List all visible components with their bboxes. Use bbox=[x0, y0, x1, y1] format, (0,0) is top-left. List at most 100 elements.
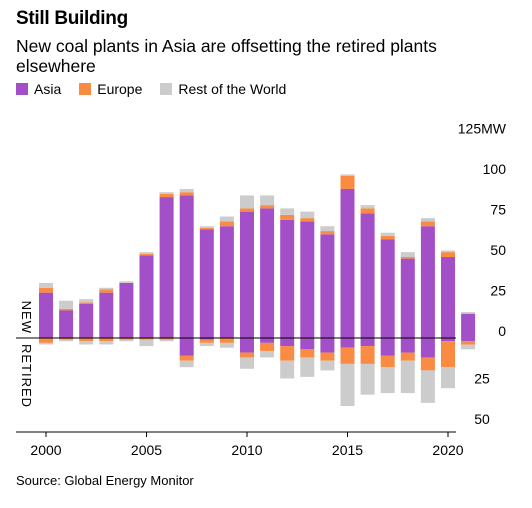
bar-retired-rest-2019 bbox=[420, 370, 435, 403]
bar-new-rest-2006 bbox=[159, 192, 174, 194]
bar-retired-rest-2014 bbox=[320, 360, 335, 371]
bar-new-rest-2017 bbox=[380, 232, 395, 236]
bar-retired-rest-2002 bbox=[79, 341, 94, 345]
bar-new-asia-2000 bbox=[39, 292, 53, 338]
bar-new-europe-2014 bbox=[320, 231, 335, 235]
bar-retired-rest-2007 bbox=[179, 360, 194, 368]
bar-retired-asia-2012 bbox=[280, 338, 295, 347]
bar-retired-europe-2003 bbox=[99, 338, 114, 342]
bar-retired-rest-2008 bbox=[199, 342, 214, 347]
bar-new-rest-2010 bbox=[240, 195, 254, 209]
y-tick-label: 75 bbox=[490, 202, 506, 218]
bar-new-europe-2010 bbox=[240, 208, 254, 212]
bar-new-asia-2016 bbox=[360, 213, 375, 338]
bar-retired-asia-2020 bbox=[441, 338, 455, 342]
bar-new-rest-2020 bbox=[441, 250, 455, 253]
bar-retired-europe-2020 bbox=[441, 341, 455, 368]
bar-retired-europe-2018 bbox=[400, 352, 415, 361]
bar-retired-asia-2018 bbox=[400, 338, 415, 353]
y-tick-label: 25 bbox=[474, 371, 490, 387]
bar-retired-asia-2015 bbox=[340, 338, 355, 348]
bar-retired-asia-2013 bbox=[300, 338, 315, 350]
bar-new-asia-2001 bbox=[59, 310, 74, 338]
legend-swatch-rest bbox=[160, 83, 173, 95]
bar-new-asia-2010 bbox=[240, 211, 254, 338]
bar-new-europe-2019 bbox=[420, 221, 435, 227]
side-label-new: NEW bbox=[19, 301, 34, 334]
bar-retired-europe-2007 bbox=[179, 355, 194, 361]
bar-retired-rest-2020 bbox=[441, 367, 455, 389]
bar-new-asia-2015 bbox=[340, 188, 355, 338]
legend-label-rest: Rest of the World bbox=[178, 81, 287, 97]
bar-retired-europe-2010 bbox=[240, 352, 254, 358]
x-tick-label: 2005 bbox=[131, 442, 162, 458]
bar-retired-rest-2011 bbox=[260, 350, 275, 358]
bar-retired-asia-2014 bbox=[320, 338, 335, 353]
bar-retired-europe-2015 bbox=[340, 347, 355, 364]
bar-new-asia-2021 bbox=[461, 313, 476, 338]
bar-new-rest-2009 bbox=[219, 216, 234, 222]
x-tick-label: 2015 bbox=[332, 442, 363, 458]
bar-retired-rest-2017 bbox=[380, 367, 395, 394]
bar-retired-rest-2013 bbox=[300, 357, 315, 377]
bar-retired-europe-2002 bbox=[79, 338, 94, 342]
bar-retired-rest-2000 bbox=[39, 342, 53, 345]
bar-retired-rest-2005 bbox=[139, 339, 154, 347]
bar-new-asia-2005 bbox=[139, 255, 154, 338]
bar-retired-rest-2009 bbox=[219, 342, 234, 348]
y-tick-label: 50 bbox=[474, 411, 490, 427]
bar-retired-europe-2008 bbox=[199, 339, 214, 343]
chart-title: Still Building bbox=[16, 8, 128, 29]
bar-retired-rest-2006 bbox=[159, 339, 174, 342]
legend-label-asia: Asia bbox=[34, 81, 62, 97]
bar-new-europe-2018 bbox=[400, 257, 415, 259]
x-tick-label: 2020 bbox=[432, 442, 463, 458]
legend-swatch-asia bbox=[16, 83, 28, 95]
bar-new-europe-2003 bbox=[99, 289, 114, 293]
bar-new-rest-2002 bbox=[79, 299, 94, 303]
bar-new-asia-2007 bbox=[179, 195, 194, 338]
bar-retired-europe-2012 bbox=[280, 346, 295, 361]
bar-new-rest-2021 bbox=[461, 312, 476, 314]
bar-new-europe-2007 bbox=[179, 192, 194, 196]
bar-retired-asia-2008 bbox=[199, 338, 214, 340]
bar-new-rest-2015 bbox=[340, 174, 355, 176]
bar-retired-europe-2004 bbox=[119, 338, 134, 340]
chart-subtitle: New coal plants in Asia are offsetting t… bbox=[16, 36, 437, 76]
bar-new-europe-2001 bbox=[59, 308, 74, 311]
bar-new-asia-2002 bbox=[79, 303, 94, 338]
y-tick-label: 25 bbox=[490, 283, 506, 299]
bar-new-asia-2008 bbox=[199, 229, 214, 338]
side-label-retired: RETIRED bbox=[19, 344, 34, 408]
bar-retired-asia-2011 bbox=[260, 338, 275, 343]
bar-retired-rest-2010 bbox=[240, 357, 254, 369]
bar-retired-rest-2012 bbox=[280, 360, 295, 379]
bar-new-asia-2012 bbox=[280, 219, 295, 338]
bar-new-rest-2011 bbox=[260, 195, 275, 206]
bar-retired-europe-2001 bbox=[59, 338, 74, 340]
bar-new-asia-2013 bbox=[300, 221, 315, 338]
bar-new-asia-2006 bbox=[159, 197, 174, 338]
bar-retired-rest-2015 bbox=[340, 363, 355, 407]
bar-new-asia-2014 bbox=[320, 234, 335, 338]
source-note: Source: Global Energy Monitor bbox=[16, 473, 194, 488]
bar-new-europe-2013 bbox=[300, 218, 315, 222]
bar-retired-europe-2014 bbox=[320, 352, 335, 361]
bar-retired-europe-2019 bbox=[420, 357, 435, 371]
bar-new-rest-2003 bbox=[99, 287, 114, 290]
x-tick-label: 2010 bbox=[231, 442, 262, 458]
bar-retired-asia-2019 bbox=[420, 338, 435, 358]
bar-new-europe-2008 bbox=[199, 227, 214, 230]
bar-new-rest-2008 bbox=[199, 226, 214, 228]
legend-item-asia: Asia bbox=[16, 81, 61, 97]
bar-new-europe-2005 bbox=[139, 253, 154, 256]
bar-new-europe-2002 bbox=[79, 302, 94, 304]
bar-retired-rest-2018 bbox=[400, 360, 415, 394]
bar-retired-rest-2003 bbox=[99, 341, 114, 345]
bar-new-asia-2003 bbox=[99, 292, 114, 338]
bar-retired-europe-2006 bbox=[159, 338, 174, 340]
bar-new-rest-2016 bbox=[360, 205, 375, 209]
bar-new-asia-2019 bbox=[420, 226, 435, 338]
bar-retired-asia-2010 bbox=[240, 338, 254, 353]
x-tick-label: 2000 bbox=[30, 442, 61, 458]
